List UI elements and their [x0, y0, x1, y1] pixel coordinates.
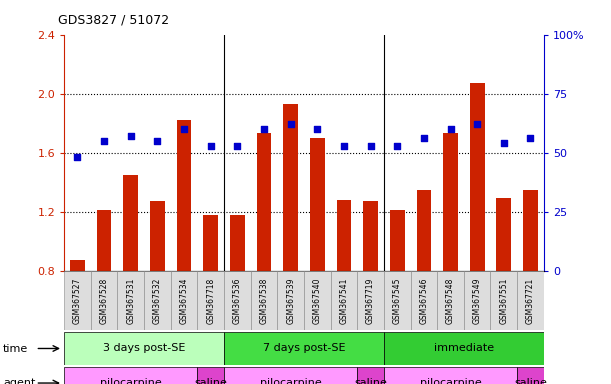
- Bar: [384, 367, 517, 384]
- Text: GSM367538: GSM367538: [260, 277, 268, 324]
- Text: GSM367540: GSM367540: [313, 277, 322, 324]
- Text: pilocarpine: pilocarpine: [260, 378, 321, 384]
- Text: 3 days post-SE: 3 days post-SE: [103, 343, 185, 354]
- Text: agent: agent: [3, 378, 35, 384]
- Bar: [437, 271, 464, 330]
- Text: GSM367718: GSM367718: [206, 277, 215, 324]
- Bar: [117, 271, 144, 330]
- Bar: [224, 367, 357, 384]
- Text: GSM367551: GSM367551: [499, 277, 508, 324]
- Text: GSM367549: GSM367549: [473, 277, 481, 324]
- Bar: [523, 190, 538, 271]
- Bar: [150, 201, 165, 271]
- Bar: [497, 199, 511, 271]
- Point: [153, 138, 163, 144]
- Point: [232, 142, 242, 149]
- Text: saline: saline: [194, 378, 227, 384]
- Point: [499, 140, 509, 146]
- Point: [126, 133, 136, 139]
- Bar: [384, 271, 411, 330]
- Bar: [517, 367, 544, 384]
- Text: GSM367548: GSM367548: [446, 277, 455, 324]
- Point: [339, 142, 349, 149]
- Bar: [310, 138, 324, 271]
- Point: [525, 136, 535, 142]
- Point: [99, 138, 109, 144]
- Point: [445, 126, 455, 132]
- Text: GSM367545: GSM367545: [393, 277, 402, 324]
- Text: pilocarpine: pilocarpine: [100, 378, 162, 384]
- Text: saline: saline: [514, 378, 547, 384]
- Bar: [304, 271, 331, 330]
- Bar: [277, 271, 304, 330]
- Text: GSM367719: GSM367719: [366, 277, 375, 324]
- Text: saline: saline: [354, 378, 387, 384]
- Point: [472, 121, 482, 127]
- Bar: [230, 215, 244, 271]
- Bar: [197, 271, 224, 330]
- Text: GSM367541: GSM367541: [340, 277, 348, 324]
- Bar: [331, 271, 357, 330]
- Bar: [70, 260, 85, 271]
- Point: [73, 154, 82, 161]
- Point: [259, 126, 269, 132]
- Bar: [97, 210, 111, 271]
- Point: [179, 126, 189, 132]
- Bar: [170, 271, 197, 330]
- Text: GSM367527: GSM367527: [73, 277, 82, 324]
- Bar: [357, 271, 384, 330]
- Text: GSM367532: GSM367532: [153, 277, 162, 324]
- Point: [366, 142, 376, 149]
- Bar: [197, 367, 224, 384]
- Point: [392, 142, 402, 149]
- Bar: [64, 271, 91, 330]
- Bar: [177, 120, 191, 271]
- Bar: [364, 201, 378, 271]
- Text: GSM367539: GSM367539: [286, 277, 295, 324]
- Bar: [337, 200, 351, 271]
- Text: GSM367528: GSM367528: [100, 277, 109, 324]
- Point: [312, 126, 322, 132]
- Bar: [491, 271, 517, 330]
- Bar: [224, 332, 384, 365]
- Bar: [284, 104, 298, 271]
- Bar: [64, 332, 224, 365]
- Text: GSM367721: GSM367721: [526, 277, 535, 324]
- Text: pilocarpine: pilocarpine: [420, 378, 481, 384]
- Bar: [123, 175, 138, 271]
- Text: GSM367534: GSM367534: [180, 277, 189, 324]
- Text: GDS3827 / 51072: GDS3827 / 51072: [58, 13, 169, 26]
- Point: [206, 142, 216, 149]
- Text: time: time: [3, 344, 28, 354]
- Bar: [443, 134, 458, 271]
- Bar: [411, 271, 437, 330]
- Bar: [91, 271, 117, 330]
- Bar: [470, 83, 485, 271]
- Bar: [390, 210, 404, 271]
- Point: [286, 121, 296, 127]
- Bar: [203, 215, 218, 271]
- Bar: [357, 367, 384, 384]
- Text: GSM367536: GSM367536: [233, 277, 242, 324]
- Bar: [384, 332, 544, 365]
- Text: immediate: immediate: [434, 343, 494, 354]
- Bar: [144, 271, 170, 330]
- Bar: [64, 367, 197, 384]
- Bar: [224, 271, 251, 330]
- Bar: [517, 271, 544, 330]
- Bar: [464, 271, 491, 330]
- Text: GSM367546: GSM367546: [419, 277, 428, 324]
- Text: GSM367531: GSM367531: [126, 277, 135, 324]
- Point: [419, 136, 429, 142]
- Bar: [251, 271, 277, 330]
- Text: 7 days post-SE: 7 days post-SE: [263, 343, 345, 354]
- Bar: [257, 134, 271, 271]
- Bar: [417, 190, 431, 271]
